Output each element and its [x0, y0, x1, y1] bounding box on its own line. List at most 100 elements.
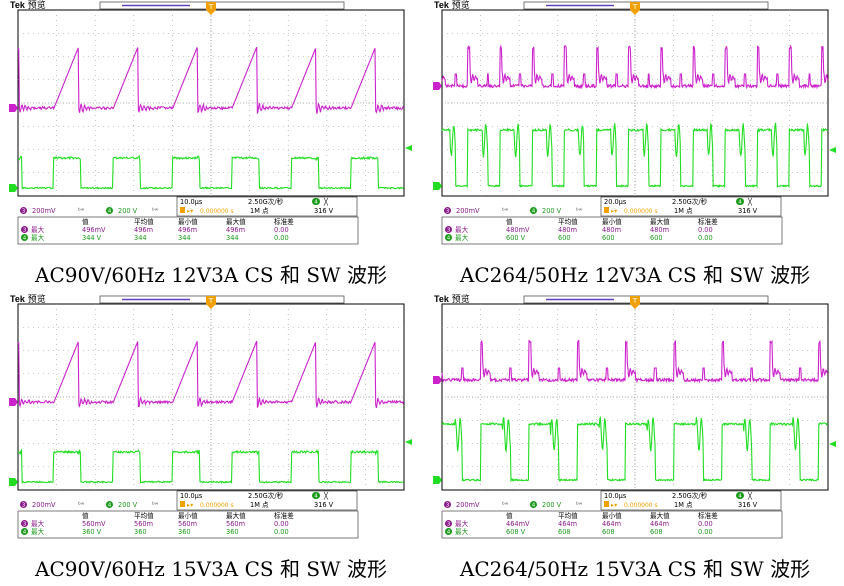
brand-logo: Tek [434, 0, 449, 10]
table-cell: 480m [602, 226, 621, 234]
trigger-marker-label: T [632, 297, 638, 305]
ch3-badge-label: 3 [22, 209, 26, 215]
table-cell: 0.00 [274, 528, 289, 536]
trigger-marker-label: T [208, 3, 214, 11]
table-cell: 496m [178, 226, 197, 234]
ch4-ground-marker [9, 184, 18, 192]
trigger-level: 316 V [314, 207, 334, 215]
measurement-table [17, 510, 359, 539]
table-header: 值 [82, 511, 89, 520]
table-cell: 464mV [506, 520, 530, 528]
scope-header: Tek 预览 [434, 0, 470, 11]
trigger-ch-badge [312, 492, 320, 499]
table-header: 标准差 [274, 217, 294, 226]
table-cell: 344 V [82, 234, 102, 242]
ch4-badge-label: 4 [532, 209, 536, 215]
trigger-level: 316 V [738, 501, 758, 509]
table-cell: 0.00 [698, 234, 713, 242]
trigger-position-arrow: ▸▾ [187, 208, 194, 215]
trigger-ch-label: 4 [738, 494, 742, 500]
ch3-badge [20, 501, 27, 508]
row-label: 最大 [455, 233, 469, 242]
ch3-waveform [17, 46, 405, 114]
trigger-slope-icon: ╳ [323, 197, 329, 206]
table-cell: 496m [226, 226, 245, 234]
table-header: 标准差 [274, 511, 294, 520]
table-cell: 0.00 [274, 226, 289, 234]
ch3-scale: 200mV [456, 207, 480, 215]
mode-label: 预览 [27, 1, 46, 11]
row-label: 最大 [31, 225, 45, 234]
ch3-scale: 200mV [456, 501, 480, 509]
mode-label: 预览 [451, 1, 470, 11]
trigger-position-marker [206, 2, 216, 15]
table-header: 平均值 [558, 217, 578, 226]
scope-header: Tek 预览 [434, 294, 470, 305]
table-cell: 464m [650, 520, 669, 528]
table-cell: 360 [226, 528, 239, 536]
trigger-level: 316 V [738, 207, 758, 215]
trigger-position: 0.000000 s [624, 208, 658, 215]
ch4-scale: 200 V [542, 501, 562, 509]
table-cell: 0.00 [698, 520, 713, 528]
sample-rate: 2.50G次/秒 [672, 491, 708, 500]
trigger-position: 0.000000 s [200, 208, 234, 215]
row-ch-label: 4 [447, 236, 451, 242]
timebase-box [600, 490, 782, 511]
row-ch-label: 3 [447, 228, 451, 234]
trigger-position-arrow: ▸▾ [611, 208, 618, 215]
bandwidth-icon: ᵇʷ [152, 207, 159, 215]
table-cell: 0.00 [698, 528, 713, 536]
trigger-ch-label: 4 [314, 200, 318, 206]
table-header: 最小值 [178, 217, 198, 226]
ch3-waveform [17, 340, 405, 409]
table-header: 最大值 [650, 511, 670, 520]
table-cell: 0.00 [274, 234, 289, 242]
row-ch-badge [445, 234, 452, 241]
row-ch-label: 4 [23, 236, 27, 242]
table-header: 最大值 [650, 217, 670, 226]
ch3-scale: 200mV [32, 501, 56, 509]
record-length: 1M 点 [674, 207, 693, 215]
ch4-scale: 200 V [118, 501, 138, 509]
table-cell: 464m [602, 520, 621, 528]
row-ch-badge [21, 226, 28, 233]
scope-header: Tek 预览 [10, 294, 46, 305]
table-cell: 480m [558, 226, 577, 234]
timebase-box [176, 196, 358, 217]
measurement-table [441, 510, 783, 539]
table-header: 平均值 [134, 217, 154, 226]
caption-3: AC90V/60Hz 15V3A CS 和 SW 波形 [35, 557, 387, 581]
trigger-slope-icon: ╳ [747, 197, 753, 206]
ch4-waveform [17, 448, 404, 485]
row-ch-badge [21, 528, 28, 535]
row-label: 最大 [455, 527, 469, 536]
row-ch-label: 4 [23, 530, 27, 536]
ch4-scale: 200 V [542, 207, 562, 215]
table-header: 值 [506, 511, 513, 520]
timebase-box [176, 490, 358, 511]
table-cell: 480mV [506, 226, 530, 234]
table-header: 最小值 [602, 511, 622, 520]
measurement-table [17, 216, 359, 245]
table-cell: 560m [226, 520, 245, 528]
table-header: 平均值 [558, 511, 578, 520]
ch3-ground-marker [433, 376, 442, 384]
trigger-level-marker [405, 145, 412, 151]
sample-rate: 2.50G次/秒 [248, 491, 284, 500]
row-ch-badge [445, 528, 452, 535]
trigger-slope-icon: ╳ [323, 491, 329, 500]
mode-label: 预览 [27, 295, 46, 305]
trigger-icon [604, 501, 609, 507]
ch4-scale: 200 V [118, 207, 138, 215]
timebase: 10.0µs [180, 492, 203, 500]
table-cell: 608 [602, 528, 615, 536]
table-cell: 560mV [82, 520, 106, 528]
ch4-badge [106, 207, 113, 214]
caption-1: AC90V/60Hz 12V3A CS 和 SW 波形 [35, 263, 387, 287]
trigger-position-arrow: ▸▾ [611, 502, 618, 509]
